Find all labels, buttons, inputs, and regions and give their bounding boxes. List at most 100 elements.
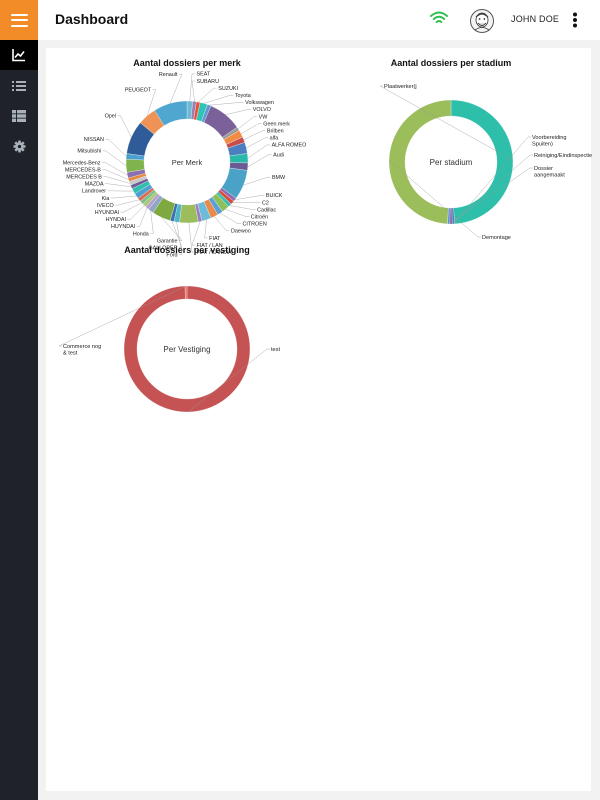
leader-line [102, 162, 128, 176]
leader-line [171, 221, 183, 248]
leader-line [243, 177, 271, 186]
more-vertical-icon[interactable] [572, 12, 578, 28]
leader-line [127, 205, 145, 220]
sidebar-item-list[interactable] [0, 71, 38, 101]
label-audi: Audi [273, 152, 284, 158]
leader-line [240, 123, 262, 134]
label-volvo: VOLVO [253, 107, 271, 113]
leader-line [169, 73, 183, 104]
label-landrover: Landrover [82, 189, 106, 195]
leader-line [150, 210, 154, 234]
label-plaatwerker-j: Plaatwerker(j [384, 84, 417, 90]
leader-line [176, 222, 183, 255]
leader-line [102, 150, 127, 166]
label-buick: BUICK [266, 193, 283, 199]
label-citroen: CITROEN [242, 222, 266, 228]
label-vw: VW [259, 114, 269, 120]
label-dossier-aangemaakt: Dossier aangemaakt [534, 166, 565, 179]
leader-line [453, 136, 531, 225]
label-garantie: Garantie [157, 238, 178, 244]
label-cadillac: Cadillac [257, 207, 276, 213]
leader-line [243, 130, 266, 140]
label-voorbereiding-spuiten: Voorbereiding Spuiten) [532, 135, 567, 148]
label-mazda: MAZDA [85, 182, 104, 188]
label-suzuki: SUZUKI [218, 86, 238, 92]
label-daewoo: Daewoo [231, 229, 251, 235]
label-nissan: NISSAN [84, 137, 104, 143]
label-fiat-lan: FIAT / LAN [197, 243, 223, 249]
chart-icon [12, 49, 25, 62]
leader-line [220, 213, 241, 224]
leader-line [105, 139, 127, 157]
user-name[interactable]: JOHN DOE [511, 14, 560, 24]
chart-title-stadium: Aantal dossiers per stadium [390, 58, 512, 68]
leader-line [110, 195, 137, 199]
page-title: Dashboard [55, 11, 129, 27]
donut-chart-0: Per Merk SEATSUBARUSUZUKIToyotaVolkswagen… [63, 72, 307, 259]
gear-icon [12, 139, 26, 153]
list-icon [12, 81, 26, 91]
leader-line [388, 160, 481, 238]
donut-center-label: Per stadium [430, 158, 473, 167]
leader-line [191, 221, 201, 246]
label-galloper: GALLOPER [148, 245, 177, 251]
leader-line [225, 109, 252, 115]
leader-line [102, 169, 129, 180]
top-bar: Dashboard JOHN DOE [38, 0, 600, 40]
sidebar-item-table[interactable] [0, 101, 38, 131]
label-alfa: alfa [270, 136, 279, 142]
leader-line [247, 154, 272, 167]
label-renault: Renault [159, 72, 178, 78]
label-subaru: SUBARU [197, 79, 220, 85]
slice-fiat-lancia[interactable] [179, 204, 199, 224]
label-demontage: Demontage [482, 235, 511, 241]
label-mercedes-b: MERCEDES B [66, 174, 102, 180]
donut-center-label: Per Vestiging [163, 345, 210, 354]
label-citro-n: Citroën [251, 214, 268, 220]
label-ford: Ford [166, 253, 177, 259]
donut-chart-2: Per Vestiging test Commerce nog & test [58, 285, 280, 413]
leader-line [214, 216, 230, 232]
label-test: test [271, 347, 280, 353]
label-geen-merk: Geen merk [263, 121, 290, 127]
label-hyndai: HYNDAI [106, 217, 126, 223]
sidebar-item-dashboard[interactable] [0, 40, 38, 70]
menu-button[interactable] [0, 0, 38, 40]
label-kia: Kia [102, 196, 110, 202]
leader-line [136, 207, 148, 227]
label-reiniging-eindinspectie: Reiniging/Eindinspectie [534, 153, 592, 159]
label-seat: SEAT [197, 72, 211, 78]
leader-line [450, 154, 533, 225]
leader-line [448, 167, 533, 225]
chart-title-merk: Aantal dossiers per merk [133, 58, 241, 68]
label-bmw: BMW [272, 175, 286, 181]
label-c2: C2 [262, 200, 269, 206]
label-fiat: FIAT [209, 236, 221, 242]
label-huyndai: HUYNDAI [111, 224, 135, 230]
slice-renault[interactable] [154, 100, 188, 126]
leader-line [191, 80, 195, 102]
sidebar-item-settings[interactable] [0, 131, 38, 161]
leader-line [238, 116, 258, 129]
leader-line [189, 73, 195, 102]
label-commerce-nog-test: Commerce nog & test [63, 344, 101, 357]
leader-line [379, 85, 514, 161]
label-mitsubishi: Mitsubishi [77, 149, 101, 155]
leader-line [115, 199, 140, 206]
leader-line [247, 144, 271, 159]
leader-line [103, 176, 130, 184]
slice-commerce-nog-test[interactable] [184, 285, 188, 300]
donut-chart-1: Per stadium Plaatwerker(j Voorbereiding Spu… [379, 84, 592, 241]
label-alfa-romeo: ALFA ROMEO [272, 143, 307, 149]
avatar-icon[interactable] [470, 9, 494, 33]
sidebar [0, 0, 38, 800]
label-fiat-lancia: FIAT / LANCIA [197, 250, 233, 256]
hamburger-icon [10, 13, 28, 27]
label-volkswagen: Volkswagen [245, 100, 274, 106]
leader-line [225, 209, 250, 217]
label-peugeot: PEUGEOT [125, 87, 152, 93]
slice-test[interactable] [123, 285, 251, 413]
label-iveco: IVECO [97, 203, 114, 209]
leader-line [187, 348, 270, 413]
leader-line [105, 183, 132, 188]
